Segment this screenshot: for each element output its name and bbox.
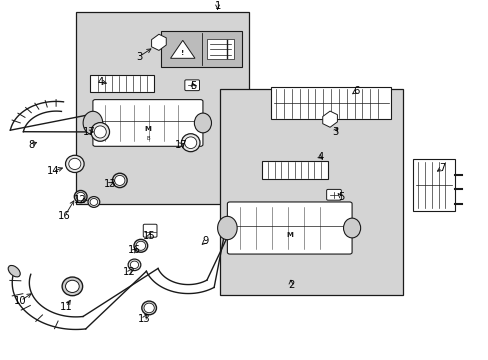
- Ellipse shape: [217, 216, 237, 240]
- Text: 1: 1: [214, 1, 221, 11]
- FancyBboxPatch shape: [143, 224, 157, 237]
- FancyBboxPatch shape: [227, 202, 351, 254]
- Text: 11: 11: [60, 302, 72, 312]
- Polygon shape: [151, 34, 166, 50]
- Text: 3: 3: [136, 51, 142, 62]
- Text: 6: 6: [352, 86, 359, 96]
- FancyBboxPatch shape: [93, 100, 203, 146]
- Text: 16: 16: [58, 211, 71, 221]
- FancyBboxPatch shape: [261, 161, 327, 179]
- Ellipse shape: [194, 113, 211, 133]
- Ellipse shape: [184, 137, 196, 149]
- Text: !: !: [181, 50, 184, 56]
- Ellipse shape: [83, 111, 102, 135]
- Text: 9: 9: [202, 237, 208, 247]
- Ellipse shape: [143, 303, 154, 313]
- Ellipse shape: [74, 190, 87, 203]
- Ellipse shape: [69, 158, 81, 170]
- Text: 17: 17: [174, 140, 187, 149]
- FancyBboxPatch shape: [271, 87, 390, 120]
- Text: 7: 7: [438, 163, 445, 173]
- Text: 5: 5: [337, 192, 344, 202]
- Text: 17: 17: [83, 127, 96, 137]
- Text: 10: 10: [14, 296, 27, 306]
- Ellipse shape: [65, 280, 79, 292]
- FancyBboxPatch shape: [220, 89, 403, 295]
- Text: 5: 5: [189, 81, 196, 91]
- Text: M: M: [285, 232, 293, 238]
- Text: 12: 12: [74, 195, 87, 205]
- Ellipse shape: [65, 155, 84, 172]
- Ellipse shape: [76, 192, 85, 201]
- Ellipse shape: [128, 259, 141, 271]
- FancyBboxPatch shape: [412, 159, 454, 211]
- Ellipse shape: [91, 123, 109, 141]
- Text: 4: 4: [97, 77, 103, 87]
- Ellipse shape: [8, 265, 20, 277]
- Text: 8: 8: [29, 140, 35, 149]
- Ellipse shape: [130, 261, 138, 269]
- Ellipse shape: [112, 173, 127, 188]
- Text: 13: 13: [103, 179, 116, 189]
- Text: M: M: [144, 126, 151, 132]
- Text: 15: 15: [142, 231, 155, 241]
- Ellipse shape: [88, 197, 100, 207]
- Text: 4: 4: [317, 152, 323, 162]
- FancyBboxPatch shape: [76, 12, 249, 204]
- FancyBboxPatch shape: [326, 189, 341, 200]
- Ellipse shape: [142, 301, 156, 315]
- Text: 12: 12: [123, 267, 136, 277]
- Text: 2: 2: [287, 280, 294, 289]
- Text: B: B: [146, 136, 149, 140]
- Polygon shape: [170, 40, 195, 58]
- Ellipse shape: [114, 175, 125, 185]
- Text: 13: 13: [138, 314, 150, 324]
- Ellipse shape: [94, 126, 106, 138]
- FancyBboxPatch shape: [206, 39, 234, 59]
- Ellipse shape: [136, 241, 145, 250]
- Text: 14: 14: [46, 166, 59, 176]
- Polygon shape: [322, 111, 337, 127]
- Ellipse shape: [90, 198, 98, 206]
- Ellipse shape: [134, 239, 147, 252]
- FancyBboxPatch shape: [161, 31, 242, 67]
- FancyBboxPatch shape: [184, 80, 199, 91]
- Text: 3: 3: [331, 127, 337, 137]
- Text: 16: 16: [128, 246, 141, 256]
- Ellipse shape: [343, 218, 360, 238]
- Ellipse shape: [62, 277, 82, 296]
- FancyBboxPatch shape: [90, 75, 154, 93]
- Ellipse shape: [181, 134, 200, 152]
